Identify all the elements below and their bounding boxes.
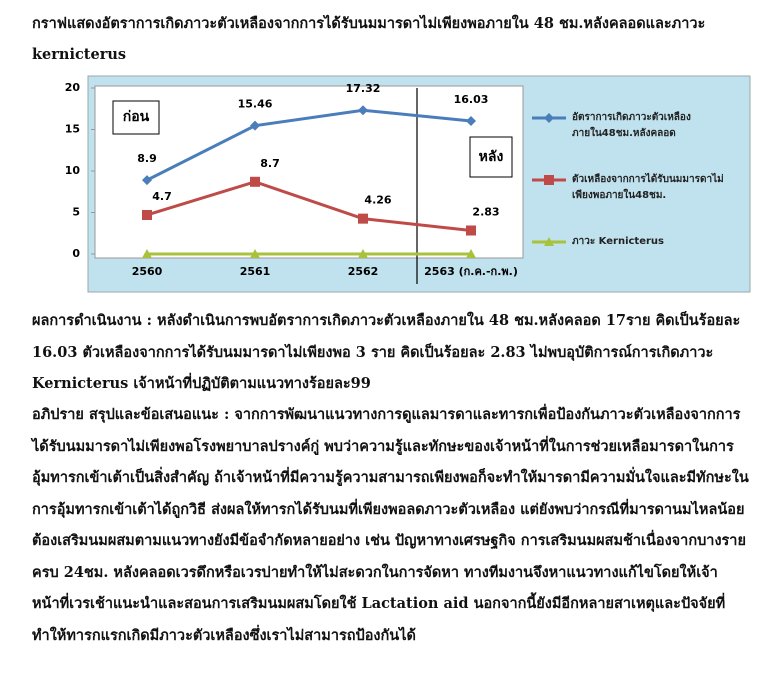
data-label: 2.83 (472, 206, 499, 219)
plot-area (94, 85, 524, 259)
marker (358, 213, 368, 224)
annotation-box (469, 136, 513, 178)
marker (466, 249, 476, 258)
marker (358, 249, 368, 258)
annotation: หลัง (479, 149, 504, 165)
x-tick-label: 2562 (348, 265, 379, 278)
x-tick-label: 2561 (240, 265, 271, 278)
x-tick-label: 2563 (ก.ค.-ก.พ.) (424, 265, 518, 278)
data-label: 4.7 (152, 190, 172, 203)
y-tick-label: 0 (72, 247, 80, 260)
legend-label: อัตราการเกิดภาวะตัวเหลืองภายใน48ชม.หลังค… (572, 112, 691, 139)
legend-label: ตัวเหลืองจากการได้รับนมมารดาไม่เพียงพอภา… (572, 174, 724, 201)
annotation-box (112, 100, 160, 135)
marker (358, 105, 368, 116)
marker (544, 113, 554, 123)
marker (544, 237, 554, 246)
marker (466, 225, 476, 236)
paragraph: อภิปราย สรุปและข้อเสนอแนะ : จากการพัฒนาแ… (32, 406, 749, 644)
data-label: 8.7 (260, 157, 280, 170)
heading: กราฟแสดงอัตราการเกิดภาวะตัวเหลืองจากการไ… (32, 15, 706, 63)
data-label: 8.9 (137, 152, 157, 165)
marker (466, 115, 476, 126)
marker (250, 120, 260, 131)
marker (250, 249, 260, 258)
data-label: 15.46 (238, 98, 273, 111)
y-tick-label: 15 (65, 123, 80, 136)
data-label: 17.32 (346, 82, 381, 95)
marker (544, 175, 554, 185)
marker (142, 209, 152, 220)
marker (250, 176, 260, 187)
y-tick-label: 5 (72, 206, 80, 219)
x-tick-label: 2560 (132, 265, 163, 278)
series-line (146, 108, 472, 182)
marker (142, 249, 152, 258)
paragraph: ผลการดำเนินงาน : หลังดำเนินการพบอัตราการ… (32, 312, 741, 392)
data-label: 4.26 (364, 194, 391, 207)
data-label: 16.03 (454, 93, 489, 106)
y-tick-label: 10 (65, 164, 81, 177)
series-line (146, 180, 472, 233)
y-tick-label: 20 (65, 81, 81, 94)
marker (142, 175, 152, 186)
annotation: ก่อน (123, 109, 150, 125)
legend-label: ภาวะ Kernicterus (572, 236, 665, 247)
